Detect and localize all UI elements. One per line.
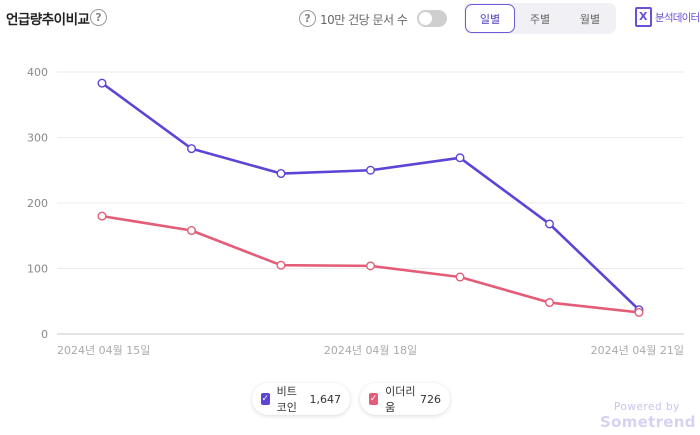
legend-item-ethereum[interactable]: ✓ 이더리움 726: [360, 383, 450, 415]
help-icon[interactable]: ?: [90, 9, 107, 26]
data-point: [366, 165, 376, 175]
toggle-knob: [419, 12, 432, 25]
data-point: [545, 219, 555, 229]
y-tick-label: 0: [41, 328, 48, 341]
export-label: 분석데이터: [655, 11, 700, 24]
tab-monthly[interactable]: 월별: [579, 12, 601, 26]
powered-by-text: Powered by: [614, 401, 680, 413]
data-point: [97, 78, 107, 88]
legend-label: 비트코인: [276, 385, 297, 414]
legend-label: 이더리움: [385, 385, 416, 414]
data-point: [186, 144, 196, 154]
tab-weekly[interactable]: 주별: [529, 12, 551, 26]
y-tick-label: 400: [27, 66, 48, 79]
legend-count: 726: [420, 392, 441, 406]
x-tick-label: 2024년 04월 15일: [57, 343, 150, 357]
normalize-label: 10만 건당 문서 수: [320, 13, 408, 27]
normalize-help-icon[interactable]: ?: [299, 10, 316, 27]
data-point: [366, 261, 376, 271]
y-tick-label: 300: [27, 132, 48, 145]
checkbox-icon: ✓: [369, 393, 379, 405]
y-tick-label: 100: [27, 263, 48, 276]
x-tick-label: 2024년 04월 21일: [591, 343, 684, 357]
checkbox-icon: ✓: [261, 393, 270, 405]
normalize-toggle[interactable]: [417, 10, 447, 27]
data-point: [455, 272, 465, 282]
data-point: [186, 226, 196, 236]
tab-daily[interactable]: 일별: [465, 4, 515, 33]
excel-icon: X: [635, 7, 652, 27]
series-line: [101, 82, 640, 311]
data-point: [455, 153, 465, 163]
brand-logo: Sometrend: [600, 413, 696, 431]
export-data-button[interactable]: X 분석데이터: [635, 7, 700, 27]
data-point: [97, 211, 107, 221]
y-tick-label: 200: [27, 197, 48, 210]
legend-count: 1,647: [309, 392, 342, 406]
line-chart: 0 100 200 300 400 2024년 04월 15일 2024년 04월 18일 2…: [27, 66, 684, 357]
legend-item-bitcoin[interactable]: ✓ 비트코인 1,647: [252, 383, 350, 415]
data-point: [276, 260, 286, 270]
period-selector: 일별 주별 월별: [464, 3, 616, 34]
data-point: [634, 307, 644, 317]
data-point: [545, 298, 555, 308]
x-tick-label: 2024년 04월 18일: [324, 343, 417, 357]
chart-title: 언급량추이비교: [6, 12, 90, 28]
data-point: [276, 169, 286, 179]
